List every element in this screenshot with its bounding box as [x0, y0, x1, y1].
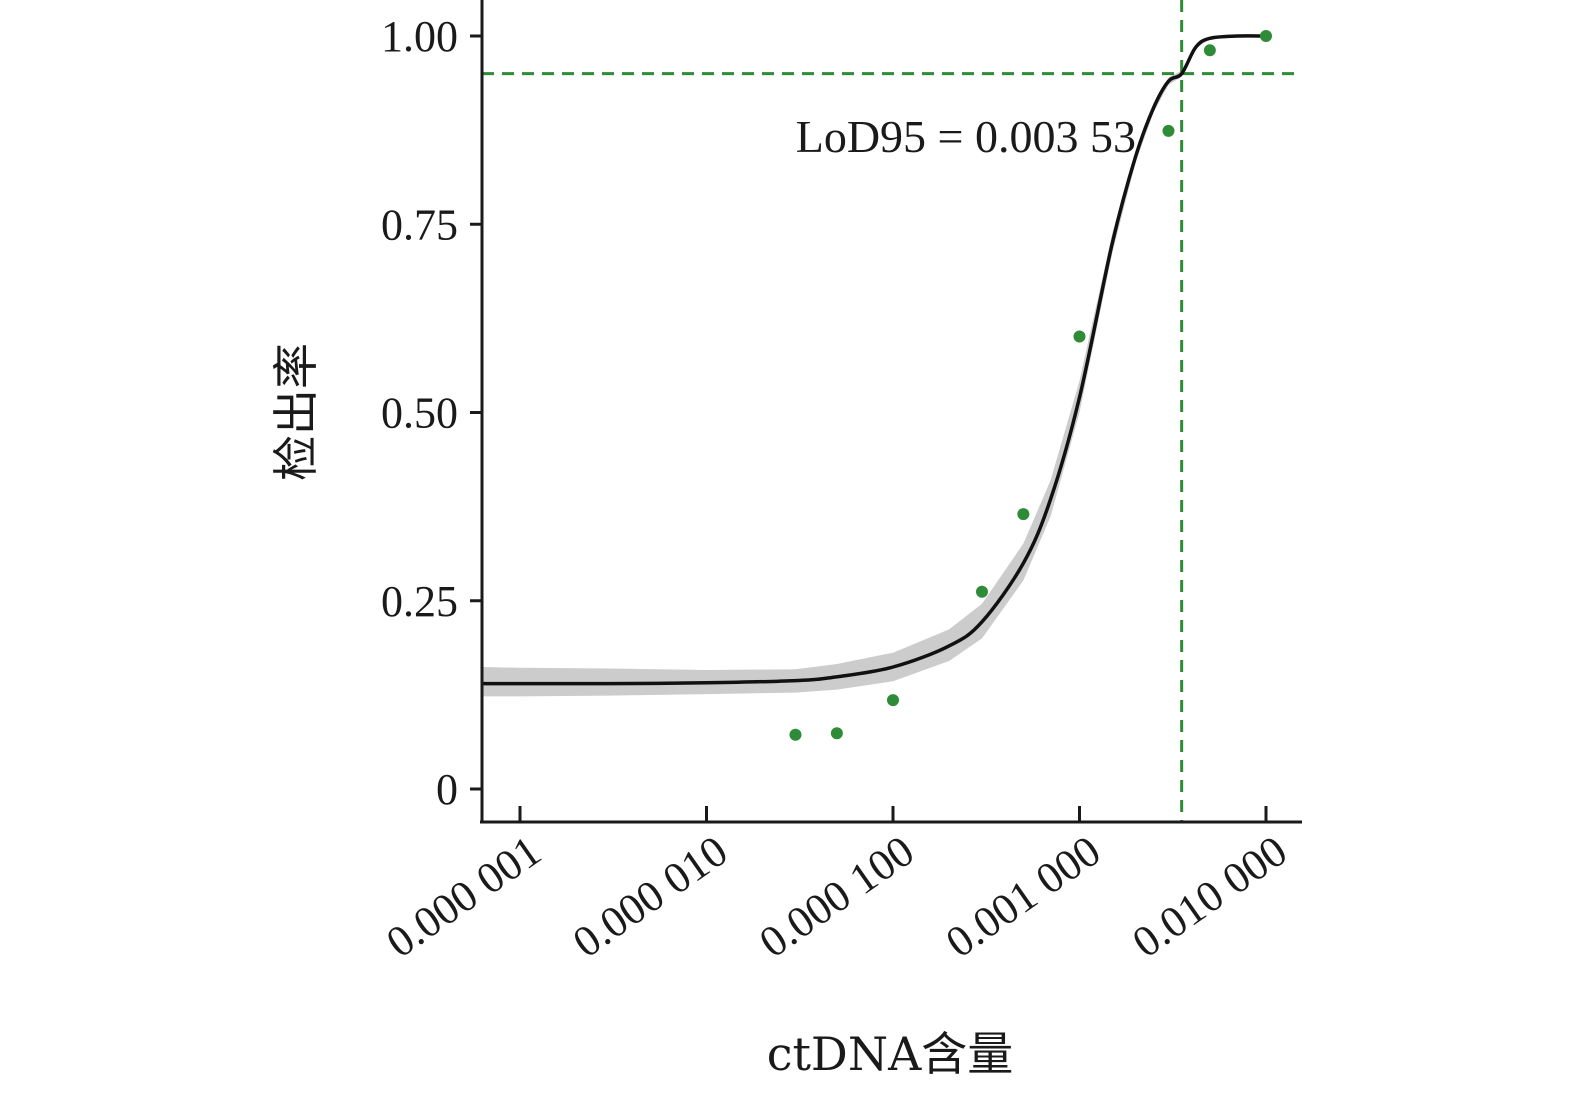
data-point [975, 585, 988, 598]
y-tick-label: 0 [436, 765, 458, 814]
y-tick-label: 0.75 [381, 200, 458, 249]
y-tick-label: 1.00 [381, 12, 458, 61]
data-point [1017, 508, 1030, 521]
data-point [1162, 124, 1175, 137]
data-points-layer [789, 30, 1272, 741]
fit-curve [482, 34, 1267, 686]
x-tick-label: 0.010 000 [1123, 826, 1295, 967]
x-tick-label: 0.001 000 [937, 826, 1109, 967]
x-tick-label: 0.000 001 [377, 826, 549, 967]
x-tick-label: 0.000 010 [564, 826, 736, 967]
y-tick-label: 0.50 [381, 389, 458, 438]
data-point [1260, 30, 1272, 42]
y-tick-label: 0.25 [381, 577, 458, 626]
data-point [887, 694, 899, 707]
data-point [1073, 330, 1086, 343]
y-axis-title: 检出率 [269, 343, 323, 481]
data-point [830, 727, 843, 740]
fit-curve-layer [482, 34, 1267, 686]
x-tick-label: 0.000 100 [750, 826, 922, 967]
x-axis-title: ctDNA含量 [767, 1027, 1014, 1081]
annotation-lod95: LoD95 = 0.003 53 [796, 111, 1136, 162]
data-point [1203, 44, 1216, 57]
data-point [789, 728, 802, 741]
reference-lines-layer [482, 0, 1300, 822]
